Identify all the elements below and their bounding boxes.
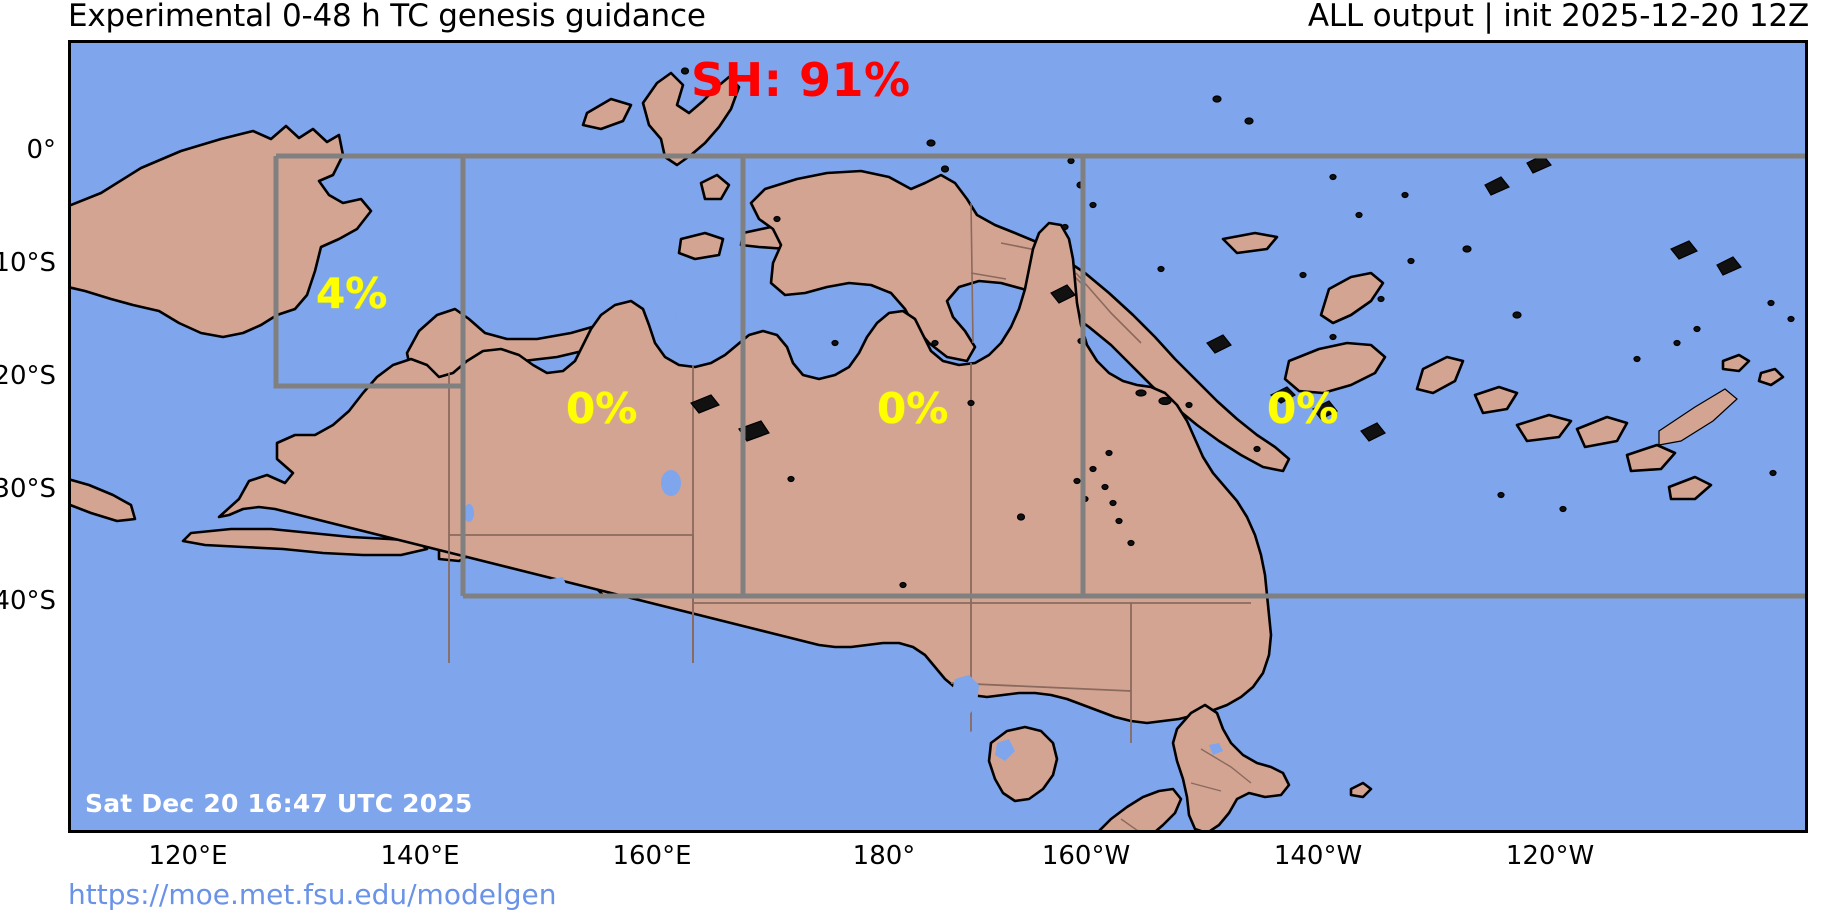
x-axis-tick: 160°E xyxy=(612,841,692,871)
landmass-moluccas-2 xyxy=(699,173,731,201)
x-axis-tick: 120°E xyxy=(148,841,228,871)
model-init-label: ALL output | init 2025-12-20 12Z xyxy=(1307,0,1809,34)
landmass-bougainville xyxy=(1415,355,1465,395)
landmass-solomons-2 xyxy=(1515,413,1573,443)
landmass-moluccas-1 xyxy=(581,97,633,131)
inland-lakes xyxy=(339,305,1223,830)
landmass-solomons-3 xyxy=(1575,415,1629,449)
map-timestamp: Sat Dec 20 16:47 UTC 2025 xyxy=(85,789,473,818)
x-axis-tick: 140°W xyxy=(1273,841,1363,871)
genesis-map[interactable]: SH: 91% 4% 0% 0% 0% Sat Dec 20 16:47 UTC… xyxy=(68,40,1808,833)
y-axis-tick: 30°S xyxy=(0,474,56,504)
basin-boxes xyxy=(273,153,1805,599)
region-label-east-pacific: 0% xyxy=(1267,384,1339,433)
page-title: Experimental 0-48 h TC genesis guidance xyxy=(68,0,706,34)
region-borders-nz xyxy=(1120,748,1252,830)
y-axis-tick: 10°S xyxy=(0,248,56,278)
landmass-new-ireland xyxy=(1319,271,1385,325)
basin-box-nw-australia xyxy=(273,156,463,389)
landmass-manus xyxy=(1221,231,1279,255)
landmass-solomons-1 xyxy=(1473,385,1519,415)
landmass-fiji-2 xyxy=(1757,367,1785,387)
landmass-solomons-5 xyxy=(1667,475,1713,501)
tonga-samoa-cluster xyxy=(1073,389,1193,525)
y-axis-tick: 20°S xyxy=(0,361,56,391)
region-label-south-pacific: 0% xyxy=(877,384,949,433)
map-geography xyxy=(71,43,1805,830)
landmass-chatham xyxy=(1349,781,1373,799)
landmass-java xyxy=(181,527,429,557)
landmass-buru xyxy=(677,231,725,261)
header-bar: Experimental 0-48 h TC genesis guidance … xyxy=(0,0,1831,40)
landmass-nz-south xyxy=(1098,787,1183,830)
landmass-new-britain xyxy=(1283,341,1387,395)
y-axis-tick: 40°S xyxy=(0,586,56,616)
landmass-solomons-4 xyxy=(1625,443,1677,473)
source-url-link[interactable]: https://moe.met.fsu.edu/modelgen xyxy=(68,878,557,911)
landmass-fiji-1 xyxy=(1721,353,1751,373)
region-label-coral-sea: 0% xyxy=(566,384,638,433)
landmass-borneo xyxy=(71,124,373,339)
basin-probability-summary: SH: 91% xyxy=(691,53,911,107)
x-axis-tick: 180° xyxy=(852,841,916,871)
y-axis-tick: 0° xyxy=(26,135,56,165)
landmass-sumatra xyxy=(71,478,137,523)
x-axis-tick: 140°E xyxy=(380,841,460,871)
x-axis-tick: 120°W xyxy=(1505,841,1595,871)
region-label-nw-australia: 4% xyxy=(316,269,388,318)
x-axis-tick: 160°W xyxy=(1041,841,1131,871)
state-borders-australia xyxy=(448,363,1251,743)
